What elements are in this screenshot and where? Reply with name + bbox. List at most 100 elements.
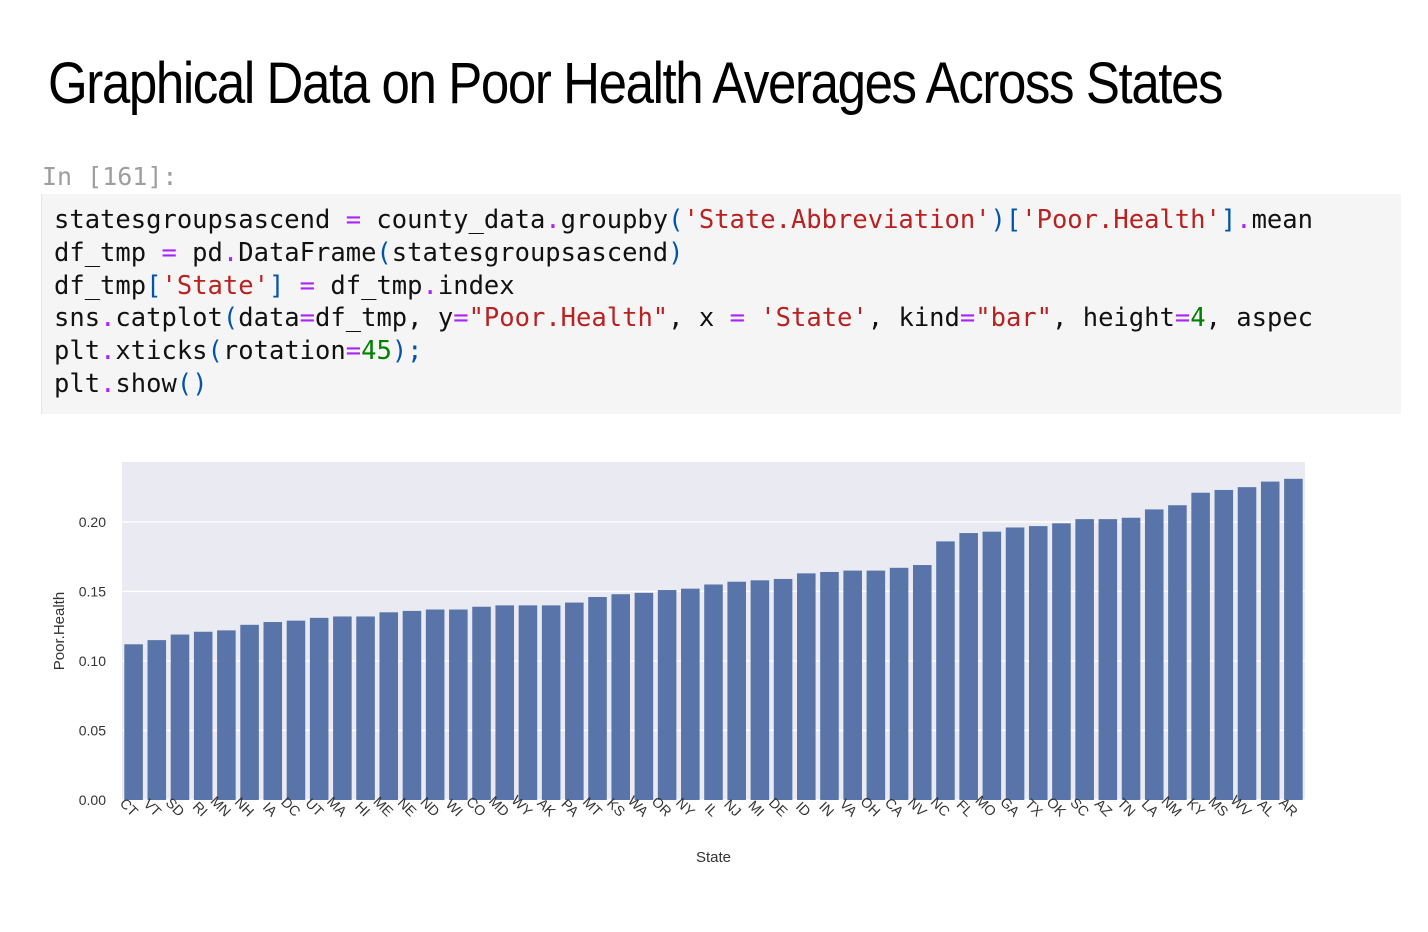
- code-token: , aspec: [1205, 303, 1314, 334]
- bar-sd: [170, 634, 190, 800]
- code-token: =: [345, 336, 362, 367]
- code-token: 'State': [161, 270, 269, 301]
- code-token: county_data: [361, 205, 546, 235]
- code-token: =: [299, 303, 316, 334]
- code-token: ]: [1220, 205, 1237, 235]
- x-tick-label: IN: [816, 798, 837, 819]
- code-token: ): [668, 237, 684, 268]
- code-token: df_tmp: [315, 270, 423, 301]
- code-token: [745, 303, 760, 333]
- code-token: statesgroupsascend: [54, 205, 346, 235]
- y-tick-label: 0.05: [79, 722, 106, 738]
- code-token: =: [453, 303, 469, 334]
- bar-mt: [588, 597, 607, 800]
- code-token: plt: [54, 336, 101, 367]
- bar-ks: [611, 594, 630, 800]
- y-tick-labels: 0.00 0.05 0.10 0.15 0.20: [79, 514, 106, 808]
- bar-ms: [1214, 489, 1234, 800]
- slide-title: Graphical Data on Poor Health Averages A…: [48, 51, 1224, 116]
- bar-mo: [982, 531, 1002, 800]
- code-token: df_tmp: [54, 237, 162, 268]
- code-line: plt.xticks(rotation=45);: [54, 336, 423, 366]
- code-token: );: [391, 336, 423, 367]
- code-token: 'Poor.Health': [1021, 205, 1221, 235]
- bar-ar: [1284, 478, 1303, 800]
- code-token: [284, 271, 299, 301]
- code-cell[interactable]: statesgroupsascend = county_data.groupby…: [41, 194, 1401, 414]
- bar-ca: [889, 567, 909, 800]
- code-line: statesgroupsascend = county_data.groupby…: [54, 205, 1313, 235]
- bar-pa: [565, 602, 584, 800]
- bar-in: [820, 571, 839, 800]
- code-token: df_tmp: [54, 270, 147, 301]
- code-token: 'State': [760, 303, 868, 334]
- bars: [124, 478, 1303, 800]
- bar-fl: [959, 533, 978, 800]
- bar-ia: [263, 622, 283, 800]
- code-token: df_tmp, y: [315, 303, 454, 334]
- code-token: xticks: [115, 336, 208, 367]
- bar-tx: [1028, 526, 1048, 800]
- cell-prompt: In [161]:: [42, 162, 178, 191]
- bar-nc: [936, 541, 955, 800]
- code-token: 'State.Abbreviation': [683, 205, 991, 235]
- code-token: (): [176, 368, 208, 399]
- code-token: , x: [668, 303, 730, 334]
- code-token: plt: [54, 368, 101, 399]
- bar-dc: [286, 620, 306, 800]
- bar-ok: [1052, 523, 1071, 800]
- x-tick-label: IA: [260, 799, 281, 820]
- bar-al: [1260, 481, 1280, 800]
- x-axis-label: State: [696, 849, 731, 866]
- bar-tn: [1121, 517, 1141, 800]
- code-token: =: [345, 205, 362, 235]
- bar-wv: [1237, 487, 1257, 800]
- bar-nh: [240, 624, 259, 800]
- bar-id: [797, 573, 816, 800]
- code-token: , kind: [867, 303, 960, 334]
- bar-ny: [681, 588, 700, 800]
- code-line: plt.show(): [54, 369, 208, 399]
- code-token: 45: [361, 336, 392, 367]
- code-token: .: [545, 205, 561, 235]
- bar-ut: [309, 617, 329, 800]
- code-token: "Poor.Health": [468, 303, 669, 334]
- bar-va: [843, 570, 862, 800]
- code-token: (: [207, 336, 223, 367]
- code-token: statesgroupsascend: [391, 237, 669, 268]
- code-token: .: [1236, 205, 1252, 235]
- bar-mn: [217, 630, 236, 800]
- bar-il: [704, 584, 723, 800]
- code-line: df_tmp['State'] = df_tmp.index: [54, 271, 515, 301]
- bar-md: [495, 605, 515, 800]
- code-token: pd: [176, 237, 223, 268]
- code-token: (: [376, 237, 392, 268]
- x-tick-label: HI: [352, 798, 373, 819]
- code-token: .: [100, 336, 116, 367]
- code-token: index: [437, 270, 515, 301]
- code-token: sns: [54, 303, 101, 334]
- bar-wy: [518, 605, 538, 800]
- bar-or: [657, 590, 677, 800]
- y-tick-label: 0.20: [79, 514, 106, 530]
- code-line: sns.catplot(data=df_tmp, y="Poor.Health"…: [54, 303, 1313, 333]
- bar-wa: [634, 592, 654, 800]
- code-token: .: [100, 303, 116, 334]
- code-token: =: [1174, 303, 1191, 334]
- bar-nm: [1168, 505, 1187, 800]
- y-tick-label: 0.00: [79, 792, 106, 808]
- code-line: df_tmp = pd.DataFrame(statesgroupsascend…: [54, 238, 683, 268]
- bar-nv: [912, 565, 932, 800]
- code-token: mean: [1251, 205, 1313, 235]
- y-tick-label: 0.10: [79, 653, 106, 669]
- code-token: ]: [268, 270, 285, 301]
- bar-co: [472, 606, 491, 800]
- code-editor[interactable]: statesgroupsascend = county_data.groupby…: [42, 194, 1401, 401]
- code-token: (: [222, 303, 239, 334]
- code-token: )[: [990, 205, 1022, 235]
- bar-oh: [866, 570, 886, 800]
- code-token: [: [146, 270, 162, 301]
- code-token: .: [100, 368, 116, 399]
- bar-ga: [1005, 527, 1025, 800]
